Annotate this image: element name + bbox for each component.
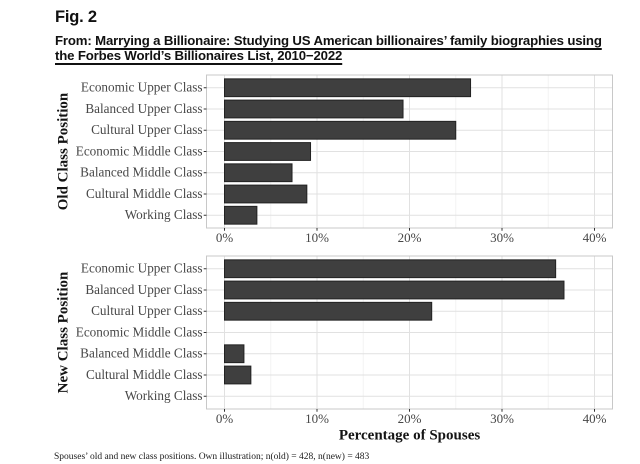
svg-text:Cultural Middle Class: Cultural Middle Class: [86, 186, 203, 201]
svg-text:Economic Middle Class: Economic Middle Class: [76, 324, 203, 339]
svg-text:10%: 10%: [305, 230, 329, 245]
svg-text:10%: 10%: [305, 411, 329, 426]
svg-text:Balanced Upper Class: Balanced Upper Class: [85, 282, 202, 297]
svg-text:Balanced Middle Class: Balanced Middle Class: [80, 346, 202, 361]
svg-text:Economic Upper Class: Economic Upper Class: [81, 80, 203, 95]
svg-text:40%: 40%: [583, 411, 607, 426]
svg-text:Cultural Middle Class: Cultural Middle Class: [86, 367, 203, 382]
svg-text:Economic Upper Class: Economic Upper Class: [81, 261, 203, 276]
svg-text:Working Class: Working Class: [125, 207, 203, 222]
svg-text:30%: 30%: [490, 230, 514, 245]
svg-text:Balanced Upper Class: Balanced Upper Class: [85, 101, 202, 116]
svg-text:Cultural Upper Class: Cultural Upper Class: [91, 122, 202, 137]
svg-text:New Class Position: New Class Position: [56, 271, 72, 393]
svg-text:20%: 20%: [398, 230, 422, 245]
svg-text:Balanced Middle Class: Balanced Middle Class: [80, 165, 202, 180]
svg-text:Economic Middle Class: Economic Middle Class: [76, 143, 203, 158]
svg-text:Working Class: Working Class: [125, 388, 203, 403]
svg-text:40%: 40%: [583, 230, 607, 245]
svg-text:30%: 30%: [490, 411, 514, 426]
svg-text:Old Class Position: Old Class Position: [56, 92, 72, 210]
svg-text:0%: 0%: [216, 411, 234, 426]
svg-text:0%: 0%: [216, 230, 234, 245]
svg-text:20%: 20%: [398, 411, 422, 426]
svg-text:Percentage of Spouses: Percentage of Spouses: [339, 428, 481, 444]
svg-text:Cultural Upper Class: Cultural Upper Class: [91, 303, 202, 318]
